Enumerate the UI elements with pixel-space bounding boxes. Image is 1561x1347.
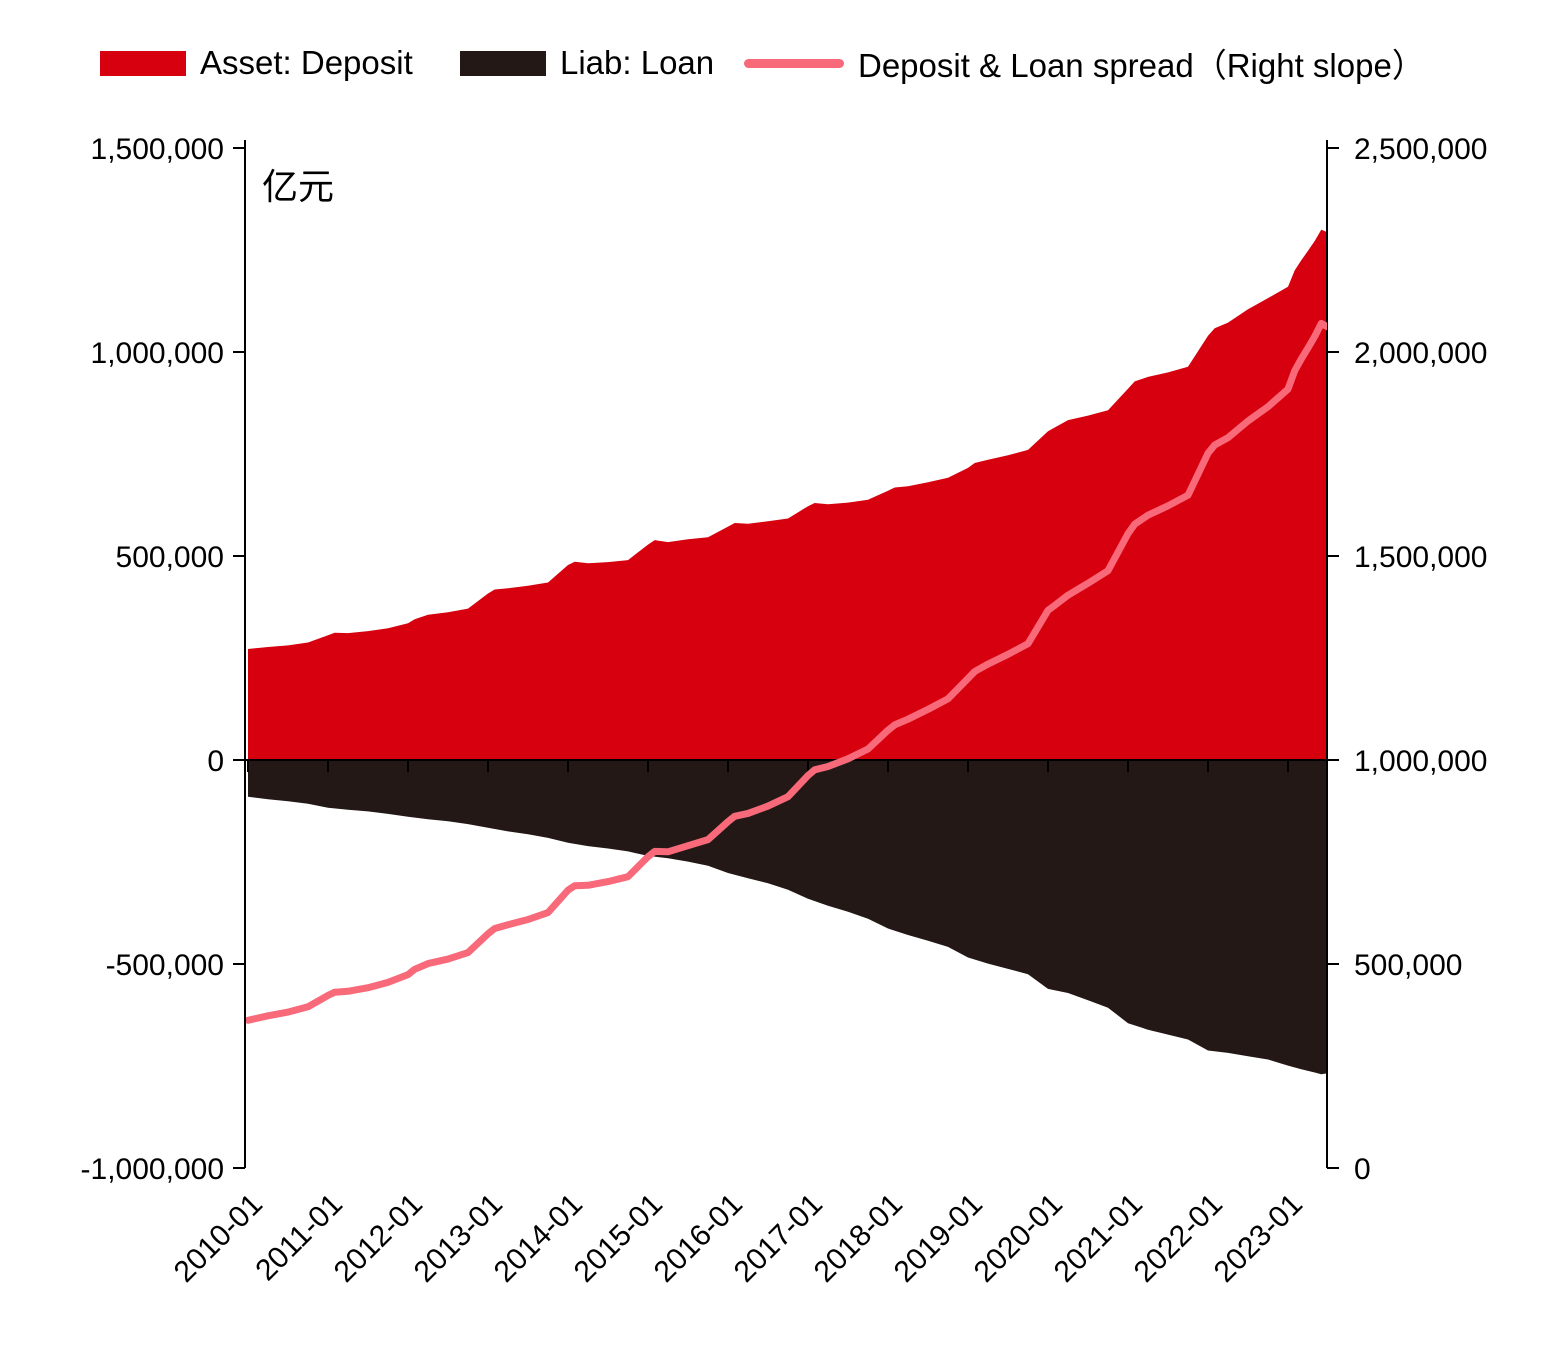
left-axis-tick-label: 500,000 bbox=[116, 541, 224, 574]
series-area-deposit bbox=[248, 229, 1327, 760]
right-axis-tick-label: 2,000,000 bbox=[1354, 337, 1487, 370]
x-axis-tick-label: 2010-01 bbox=[168, 1188, 269, 1289]
series-area-loan bbox=[248, 760, 1327, 1075]
x-axis-tick-label: 2019-01 bbox=[888, 1188, 989, 1289]
right-axis-tick-label: 1,500,000 bbox=[1354, 541, 1487, 574]
left-axis-tick-label: 0 bbox=[207, 745, 224, 778]
left-axis-tick-label: 1,000,000 bbox=[91, 337, 224, 370]
left-axis-tick-label: -500,000 bbox=[106, 949, 224, 982]
x-axis-tick-label: 2012-01 bbox=[328, 1188, 429, 1289]
left-axis-tick-label: -1,000,000 bbox=[81, 1153, 224, 1186]
series-line-spread bbox=[246, 319, 1327, 1024]
right-axis-tick-label: 1,000,000 bbox=[1354, 745, 1487, 778]
x-axis-tick-label: 2018-01 bbox=[808, 1188, 909, 1289]
right-axis-tick-label: 500,000 bbox=[1354, 949, 1462, 982]
x-axis-tick-label: 2017-01 bbox=[728, 1188, 829, 1289]
x-axis-tick-label: 2016-01 bbox=[648, 1188, 749, 1289]
legend-item-loan: Liab: Loan bbox=[460, 44, 714, 82]
spread-line-swatch-icon bbox=[744, 58, 844, 68]
left-axis-tick-label: 1,500,000 bbox=[91, 133, 224, 166]
x-axis-tick-label: 2020-01 bbox=[968, 1188, 1069, 1289]
legend: Asset: Deposit Liab: Loan Deposit & Loan… bbox=[0, 44, 1561, 84]
x-axis-tick-label: 2023-01 bbox=[1208, 1188, 1309, 1289]
deposit-area-swatch-icon bbox=[100, 50, 186, 76]
legend-label-deposit: Asset: Deposit bbox=[200, 44, 413, 81]
x-axis-tick-label: 2015-01 bbox=[568, 1188, 669, 1289]
x-axis-tick-label: 2022-01 bbox=[1128, 1188, 1229, 1289]
x-axis-tick-label: 2014-01 bbox=[488, 1188, 589, 1289]
legend-item-deposit: Asset: Deposit bbox=[100, 44, 413, 82]
right-axis-tick-label: 2,500,000 bbox=[1354, 133, 1487, 166]
x-axis-tick-label: 2013-01 bbox=[408, 1188, 509, 1289]
legend-label-spread: Deposit & Loan spread（Right slope） bbox=[858, 47, 1425, 84]
legend-label-loan: Liab: Loan bbox=[560, 44, 715, 81]
x-axis-tick-label: 2021-01 bbox=[1048, 1188, 1149, 1289]
legend-item-spread: Deposit & Loan spread（Right slope） bbox=[744, 44, 1425, 84]
loan-area-swatch-icon bbox=[460, 50, 546, 76]
y-axis-unit-label: 亿元 bbox=[262, 166, 335, 207]
right-axis-tick-label: 0 bbox=[1354, 1153, 1371, 1186]
